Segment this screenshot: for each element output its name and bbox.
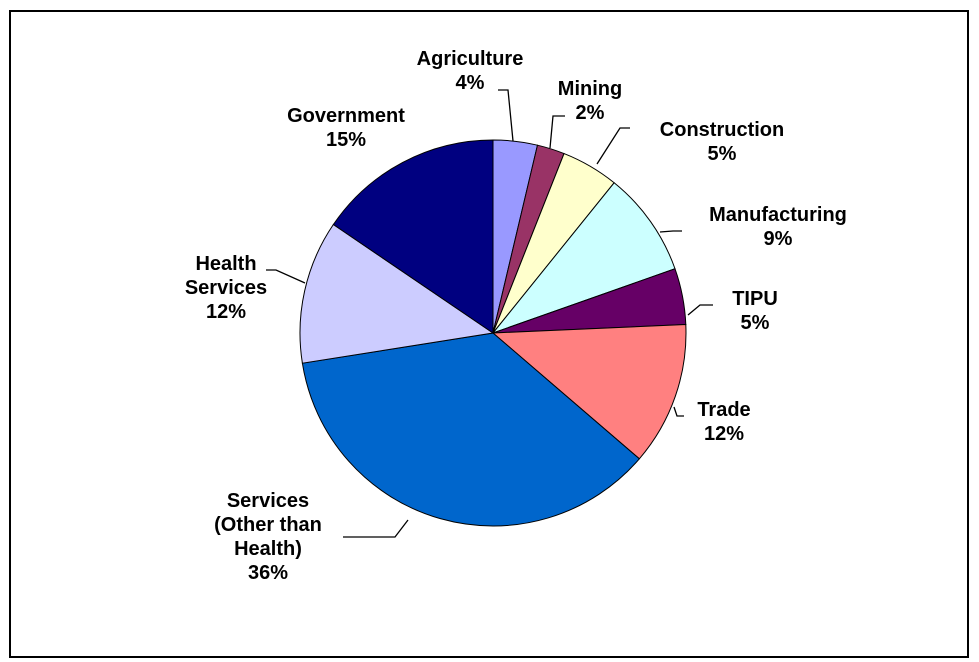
pie-slice-manufacturing bbox=[491, 182, 676, 335]
slice-percent-agriculture: 4% bbox=[456, 72, 485, 94]
leader-line-tipu bbox=[687, 304, 713, 316]
slice-percent-tipu: 5% bbox=[741, 312, 770, 334]
slice-label-services-other-than-health: Services (Other than Health) 36% bbox=[214, 490, 322, 584]
slice-name-government: Government bbox=[287, 105, 405, 127]
slice-label-trade: Trade 12% bbox=[697, 399, 750, 445]
slice-label-health-services: Health Services 12% bbox=[185, 253, 267, 323]
slice-name-tipu: TIPU bbox=[732, 288, 778, 310]
slice-percent-trade: 12% bbox=[704, 423, 744, 445]
slice-label-government: Government 15% bbox=[287, 105, 405, 151]
slice-percent-services-other-than-health: 36% bbox=[248, 562, 288, 584]
slice-name-health-services: Services bbox=[185, 277, 267, 299]
slice-percent-mining: 2% bbox=[576, 102, 605, 124]
pie-slice-health-services bbox=[299, 223, 495, 364]
leader-line-manufacturing bbox=[659, 230, 682, 233]
leader-line-services-other-than-health bbox=[343, 519, 409, 538]
slice-percent-health-services: 12% bbox=[206, 301, 246, 323]
slice-name-services-other-than-health: Health) bbox=[234, 538, 302, 560]
slice-name-manufacturing: Manufacturing bbox=[709, 204, 847, 226]
slice-name-construction: Construction bbox=[660, 119, 784, 141]
slice-label-agriculture: Agriculture 4% bbox=[417, 48, 524, 94]
slice-percent-construction: 5% bbox=[708, 143, 737, 165]
slice-label-manufacturing: Manufacturing 9% bbox=[709, 204, 847, 250]
pie-slice-trade bbox=[491, 323, 687, 460]
slice-percent-manufacturing: 9% bbox=[764, 228, 793, 250]
slice-name-agriculture: Agriculture bbox=[417, 48, 524, 70]
slice-name-trade: Trade bbox=[697, 399, 750, 421]
leader-line-agriculture bbox=[498, 89, 514, 142]
slice-name-health-services: Health bbox=[195, 253, 256, 275]
leader-line-mining bbox=[549, 115, 565, 149]
slice-label-construction: Construction 5% bbox=[660, 119, 784, 165]
leader-line-construction bbox=[596, 127, 630, 165]
slice-label-tipu: TIPU 5% bbox=[732, 288, 778, 334]
slice-name-mining: Mining bbox=[558, 78, 622, 100]
pie-slice-services-other-than-health bbox=[301, 332, 641, 527]
slice-name-services-other-than-health: (Other than bbox=[214, 514, 322, 536]
leader-line-health-services bbox=[266, 269, 306, 284]
leader-line-trade bbox=[673, 406, 684, 417]
pie-slice-government bbox=[332, 139, 494, 334]
slice-label-mining: Mining 2% bbox=[558, 78, 622, 124]
slice-name-services-other-than-health: Services bbox=[227, 490, 309, 512]
slice-percent-government: 15% bbox=[326, 129, 366, 151]
